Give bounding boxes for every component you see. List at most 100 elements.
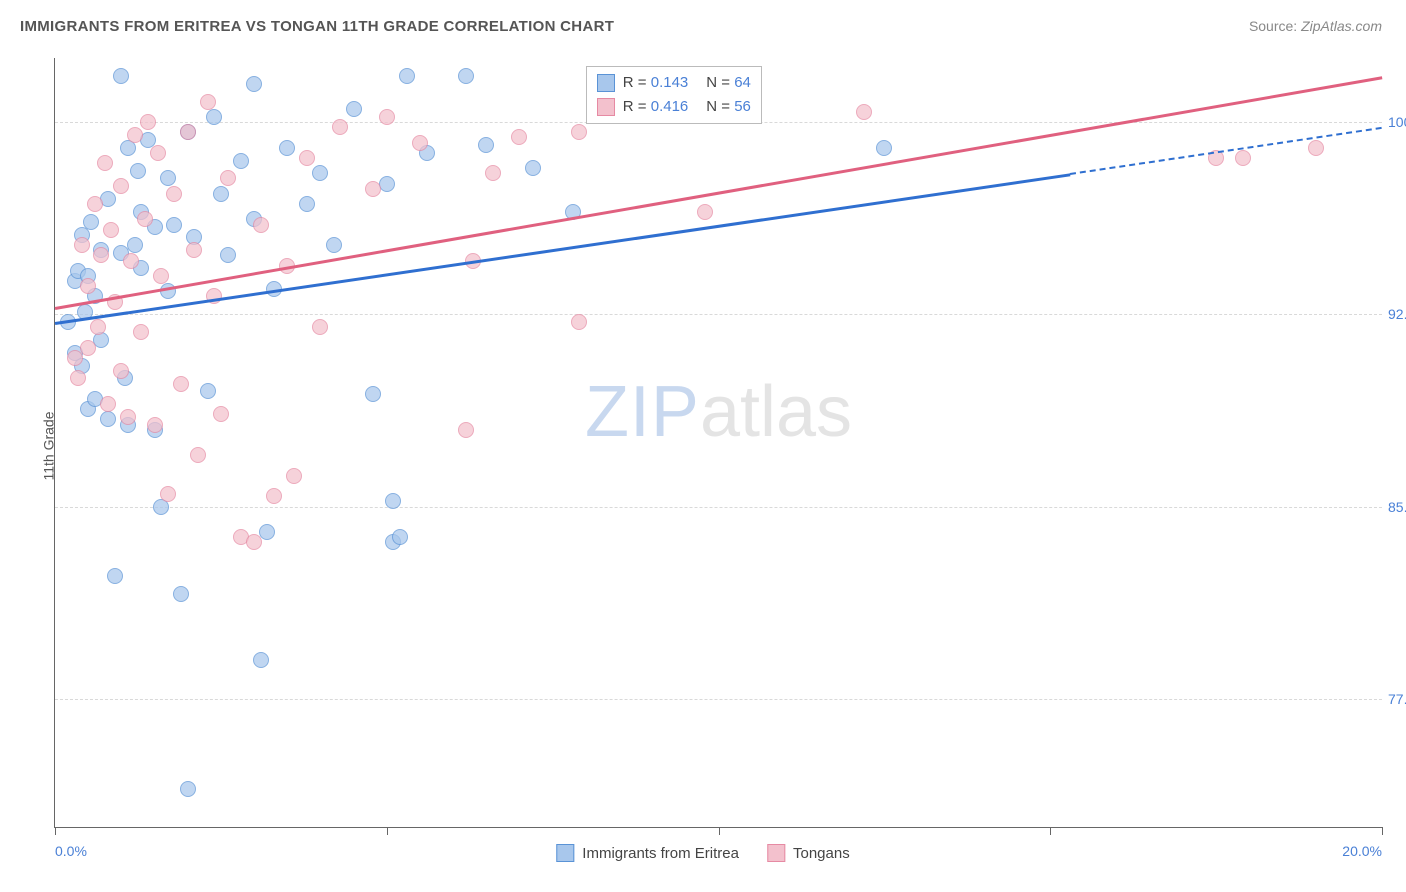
y-tick-label: 100.0% [1388, 114, 1406, 130]
regression-line [55, 173, 1071, 324]
data-point [697, 204, 713, 220]
legend-item-series-2: Tongans [767, 844, 850, 862]
data-point [87, 196, 103, 212]
data-point [346, 101, 362, 117]
data-point [220, 247, 236, 263]
data-point [279, 140, 295, 156]
data-point [286, 468, 302, 484]
data-point [93, 247, 109, 263]
data-point [113, 68, 129, 84]
data-point [160, 486, 176, 502]
legend-row: R = 0.416N = 56 [597, 95, 751, 119]
data-point [150, 145, 166, 161]
data-point [107, 568, 123, 584]
data-point [200, 383, 216, 399]
legend-item-series-1: Immigrants from Eritrea [556, 844, 739, 862]
bottom-legend: Immigrants from Eritrea Tongans [556, 844, 849, 862]
legend-r-value: R = 0.416 [623, 95, 688, 119]
data-point [392, 529, 408, 545]
legend-r-value: R = 0.143 [623, 71, 688, 95]
legend-swatch [597, 74, 615, 92]
legend-n-value: N = 64 [706, 71, 751, 95]
data-point [365, 386, 381, 402]
legend-swatch-2 [767, 844, 785, 862]
legend-label-1: Immigrants from Eritrea [582, 845, 739, 862]
regression-line [1070, 127, 1382, 175]
data-point [385, 493, 401, 509]
plot-region: ZIPatlas 77.5%85.0%92.5%100.0%0.0%20.0%R… [54, 58, 1382, 828]
watermark-atlas: atlas [700, 372, 852, 452]
gridline [55, 507, 1382, 508]
data-point [186, 242, 202, 258]
data-point [206, 109, 222, 125]
data-point [253, 652, 269, 668]
data-point [180, 124, 196, 140]
data-point [213, 406, 229, 422]
data-point [312, 319, 328, 335]
data-point [312, 165, 328, 181]
data-point [166, 186, 182, 202]
data-point [120, 409, 136, 425]
data-point [180, 781, 196, 797]
x-tick-label: 20.0% [1342, 843, 1382, 859]
x-tick [55, 827, 56, 835]
legend-label-2: Tongans [793, 845, 850, 862]
data-point [67, 350, 83, 366]
data-point [83, 214, 99, 230]
y-tick-label: 77.5% [1388, 691, 1406, 707]
data-point [485, 165, 501, 181]
legend-swatch [597, 98, 615, 116]
x-tick [387, 827, 388, 835]
data-point [130, 163, 146, 179]
x-tick [1050, 827, 1051, 835]
data-point [1235, 150, 1251, 166]
data-point [70, 370, 86, 386]
y-tick-label: 85.0% [1388, 499, 1406, 515]
data-point [127, 237, 143, 253]
data-point [246, 534, 262, 550]
legend-row: R = 0.143 N = 64 [597, 71, 751, 95]
data-point [478, 137, 494, 153]
data-point [571, 314, 587, 330]
data-point [147, 417, 163, 433]
gridline [55, 699, 1382, 700]
data-point [113, 178, 129, 194]
data-point [160, 170, 176, 186]
data-point [103, 222, 119, 238]
source-label: Source: [1249, 18, 1297, 34]
data-point [213, 186, 229, 202]
chart-area: ZIPatlas 77.5%85.0%92.5%100.0%0.0%20.0%R… [54, 58, 1382, 828]
data-point [299, 196, 315, 212]
data-point [253, 217, 269, 233]
y-tick-label: 92.5% [1388, 306, 1406, 322]
data-point [259, 524, 275, 540]
data-point [90, 319, 106, 335]
chart-title: IMMIGRANTS FROM ERITREA VS TONGAN 11TH G… [20, 18, 614, 35]
source-value: ZipAtlas.com [1301, 18, 1382, 34]
data-point [166, 217, 182, 233]
data-point [200, 94, 216, 110]
gridline [55, 314, 1382, 315]
data-point [113, 363, 129, 379]
data-point [220, 170, 236, 186]
data-point [133, 324, 149, 340]
x-tick [1382, 827, 1383, 835]
data-point [80, 278, 96, 294]
data-point [412, 135, 428, 151]
x-tick-label: 0.0% [55, 843, 87, 859]
data-point [153, 268, 169, 284]
watermark-zip: ZIP [585, 372, 700, 452]
watermark: ZIPatlas [585, 371, 852, 453]
data-point [365, 181, 381, 197]
data-point [173, 376, 189, 392]
data-point [856, 104, 872, 120]
correlation-legend: R = 0.143 N = 64R = 0.416N = 56 [586, 66, 762, 124]
data-point [511, 129, 527, 145]
data-point [266, 488, 282, 504]
data-point [173, 586, 189, 602]
data-point [525, 160, 541, 176]
data-point [379, 109, 395, 125]
data-point [127, 127, 143, 143]
data-point [137, 211, 153, 227]
data-point [1308, 140, 1324, 156]
